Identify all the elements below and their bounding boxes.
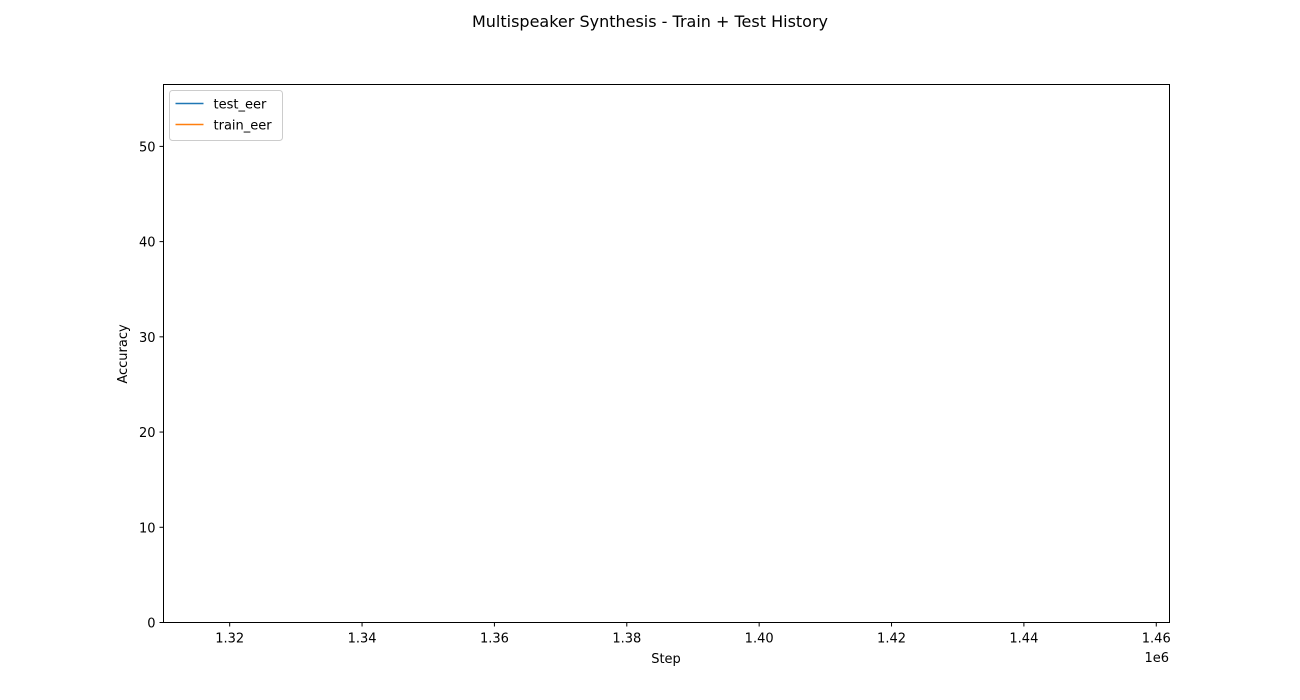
y-tick-label: 50 (139, 140, 156, 155)
legend-label-test_eer: test_eer (214, 98, 267, 113)
x-offset-label: 1e6 (1144, 651, 1169, 666)
x-axis-label: Step (651, 652, 681, 667)
x-tick-label: 1.32 (215, 632, 244, 647)
legend-label-train_eer: train_eer (214, 119, 273, 134)
y-tick-label: 0 (147, 617, 155, 632)
x-tick-label: 1.46 (1142, 632, 1171, 647)
y-tick-label: 40 (139, 236, 156, 251)
x-tick-label: 1.36 (480, 632, 509, 647)
x-tick-label: 1.34 (348, 632, 377, 647)
y-tick-label: 20 (139, 426, 156, 441)
legend: test_eer train_eer (169, 90, 283, 141)
x-axis: 1.32 1.34 1.36 1.38 1.40 1.42 1.44 1.46 (215, 622, 1171, 647)
y-axis: 0 10 20 30 40 50 (139, 140, 164, 632)
plot-area (163, 84, 1170, 623)
x-tick-label: 1.40 (745, 632, 774, 647)
y-tick-label: 10 (139, 521, 156, 536)
chart-title: Multispeaker Synthesis - Train + Test Hi… (472, 12, 828, 31)
y-axis-label: Accuracy (116, 324, 131, 384)
x-tick-label: 1.44 (1009, 632, 1038, 647)
y-tick-label: 30 (139, 331, 156, 346)
x-tick-label: 1.38 (612, 632, 641, 647)
x-tick-label: 1.42 (877, 632, 906, 647)
